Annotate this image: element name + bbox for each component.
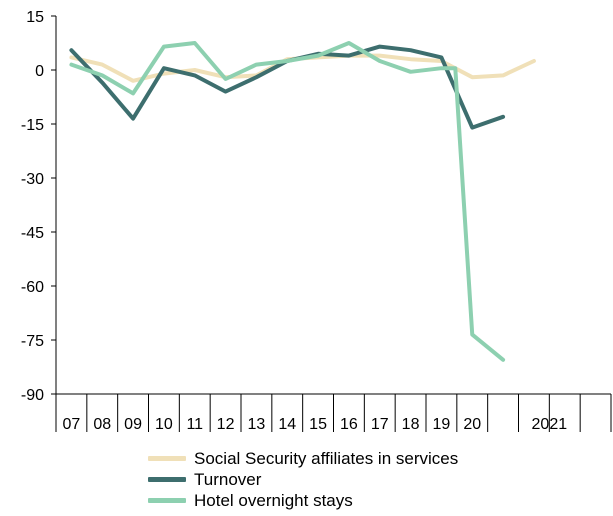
- y-tick-label: -90: [21, 387, 44, 404]
- x-tick-label: 2021: [532, 416, 568, 433]
- x-tick-label: 07: [63, 416, 81, 433]
- x-tick-label: 14: [278, 416, 296, 433]
- x-tick-label: 13: [248, 416, 266, 433]
- x-tick-label: 17: [371, 416, 389, 433]
- x-axis: 07 08 09 10 11 12 13 14 15 16 17 18 19 20 2021: [55, 393, 612, 433]
- x-tick-label: 20: [463, 416, 481, 433]
- legend-swatch-turnover: [148, 477, 186, 482]
- legend-label-social-security: Social Security affiliates in services: [194, 449, 459, 468]
- x-tick-label: 08: [93, 416, 111, 433]
- y-tick-label: -15: [21, 117, 44, 134]
- x-tick-label: 11: [186, 416, 203, 433]
- x-tick-label: 10: [155, 416, 173, 433]
- x-tick-label: 18: [402, 416, 420, 433]
- y-tick-label: 15: [26, 9, 44, 26]
- y-tick-label: 0: [35, 63, 44, 80]
- y-tick-label: -45: [21, 225, 44, 242]
- x-tick-label: 16: [340, 416, 358, 433]
- legend-swatch-hotel-overnight-stays: [148, 498, 186, 503]
- legend-item-social-security: Social Security affiliates in services: [148, 448, 458, 469]
- x-tick-label: 19: [433, 416, 451, 433]
- legend-label-turnover: Turnover: [194, 470, 262, 489]
- legend: Social Security affiliates in services T…: [148, 448, 458, 511]
- y-tick-label: -30: [21, 171, 44, 188]
- legend-item-turnover: Turnover: [148, 469, 458, 490]
- legend-item-hotel-overnight-stays: Hotel overnight stays: [148, 490, 458, 511]
- legend-swatch-social-security: [148, 456, 186, 461]
- y-tick-label: -75: [21, 333, 44, 350]
- legend-label-hotel-overnight-stays: Hotel overnight stays: [194, 491, 353, 510]
- x-tick-label: 09: [124, 416, 142, 433]
- x-tick-label: 15: [309, 416, 327, 433]
- x-tick-label: 12: [217, 416, 235, 433]
- y-axis: 15 0 -15 -30 -45 -60 -75 -90: [21, 9, 57, 404]
- series-lines: [69, 41, 536, 362]
- series-line-hotel-overnight-stays: [69, 41, 506, 362]
- y-tick-label: -60: [21, 279, 44, 296]
